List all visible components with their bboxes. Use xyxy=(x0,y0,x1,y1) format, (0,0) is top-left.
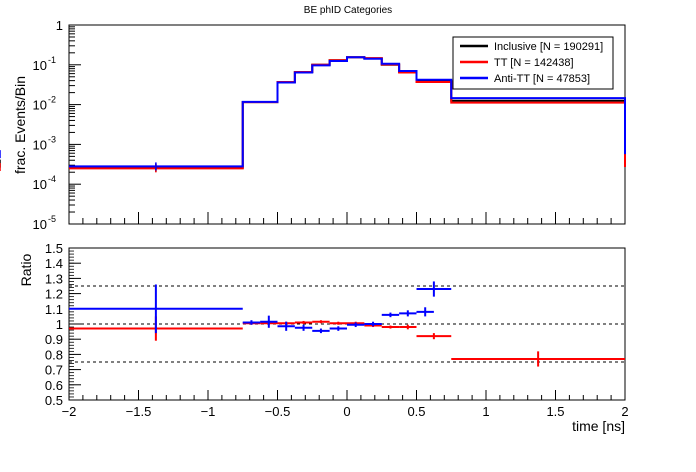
chart-title: BE phID Categories xyxy=(304,5,392,16)
top-y-tick-exponent: -2 xyxy=(48,95,56,105)
ratio-series xyxy=(69,281,625,367)
top-x-ticks xyxy=(68,212,626,224)
bottom-y-tick-label: 0.6 xyxy=(45,378,63,393)
x-tick-label: 2 xyxy=(621,404,628,419)
bottom-x-axis: −2 −1.5 −1 −0.5 0 0.5 1 1.5 2 xyxy=(62,390,629,419)
top-y-tick-label: 10 xyxy=(33,217,47,232)
top-y-tick-exponent: -5 xyxy=(48,214,56,224)
bottom-y-tick-label: 0.7 xyxy=(45,363,63,378)
top-y-axis-label: frac. Events/Bin xyxy=(12,76,28,174)
top-plot-series xyxy=(0,56,626,173)
legend-label: Anti-TT [N = 47853] xyxy=(494,73,590,85)
top-y-tick-exponent: -4 xyxy=(48,174,56,184)
legend-label: TT [N = 142438] xyxy=(494,57,574,69)
legend: Inclusive [N = 190291] TT [N = 142438] Ant… xyxy=(452,36,614,90)
top-y-tick-label: 1 xyxy=(56,18,63,33)
x-tick-label: 0 xyxy=(343,404,350,419)
top-y-tick-label: 10 xyxy=(33,98,47,113)
bottom-y-tick-label: 0.9 xyxy=(45,332,63,347)
bottom-y-axis-label: Ratio xyxy=(18,253,34,286)
top-y-tick-label: 10 xyxy=(33,137,47,152)
bottom-y-axis: 0.50.60.70.80.911.11.21.31.41.5 xyxy=(45,241,81,408)
bottom-y-tick-label: 1.3 xyxy=(45,271,63,286)
top-y-tick-label: 10 xyxy=(33,177,47,192)
x-tick-label: 1.5 xyxy=(546,404,564,419)
x-tick-label: −1 xyxy=(201,404,216,419)
x-axis-label: time [ns] xyxy=(572,418,625,434)
x-tick-label: 0.5 xyxy=(407,404,425,419)
bottom-y-tick-label: 1.5 xyxy=(45,241,63,256)
x-tick-label: −0.5 xyxy=(265,404,291,419)
histogram-line xyxy=(69,56,626,168)
x-tick-label: −1.5 xyxy=(126,404,152,419)
legend-label: Inclusive [N = 190291] xyxy=(494,41,603,53)
bottom-y-tick-label: 0.8 xyxy=(45,347,63,362)
bottom-y-tick-label: 1.1 xyxy=(45,302,63,317)
bottom-y-tick-label: 1 xyxy=(56,317,63,332)
top-y-tick-exponent: -1 xyxy=(48,55,56,65)
x-tick-label: 1 xyxy=(482,404,489,419)
x-tick-label: −2 xyxy=(62,404,77,419)
top-y-tick-label: 10 xyxy=(33,58,47,73)
top-y-tick-exponent: -3 xyxy=(48,134,56,144)
bottom-y-tick-label: 1.2 xyxy=(45,287,63,302)
bottom-y-tick-label: 1.4 xyxy=(45,256,63,271)
top-y-axis: 110-110-210-310-410-5 xyxy=(33,18,81,232)
bottom-y-tick-label: 0.5 xyxy=(45,393,63,408)
